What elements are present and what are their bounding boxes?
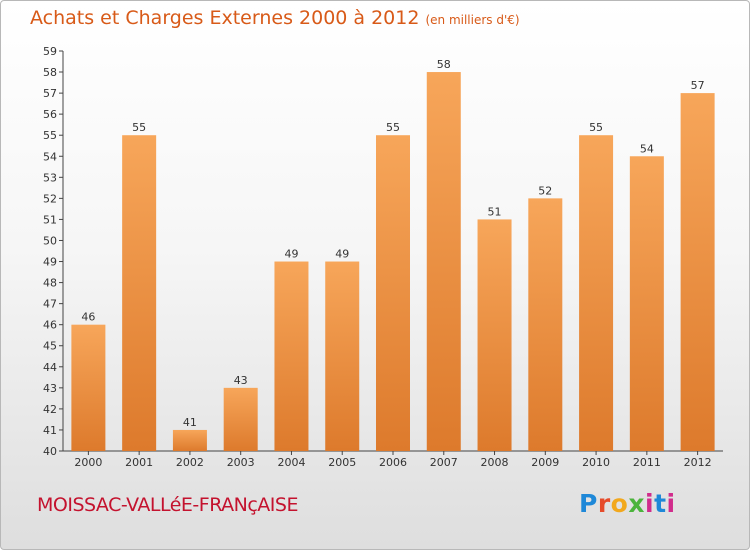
x-tick-label: 2006 <box>379 456 407 469</box>
y-tick-label: 50 <box>43 234 57 247</box>
x-tick-label: 2009 <box>531 456 559 469</box>
x-tick-label: 2001 <box>125 456 153 469</box>
y-tick-label: 57 <box>43 87 57 100</box>
data-label: 58 <box>437 58 451 71</box>
y-tick-label: 59 <box>43 45 57 58</box>
x-tick-label: 2003 <box>227 456 255 469</box>
bar <box>122 135 157 452</box>
data-label: 51 <box>488 205 502 218</box>
x-tick-label: 2010 <box>582 456 610 469</box>
bar <box>71 324 106 451</box>
x-tick-label: 2008 <box>481 456 509 469</box>
city-name: MOISSAC-VALLéE-FRANçAISE <box>37 494 298 516</box>
bar <box>528 198 563 451</box>
data-label: 46 <box>81 311 95 324</box>
y-tick-label: 58 <box>43 66 57 79</box>
data-label: 41 <box>183 416 197 429</box>
data-label: 55 <box>589 121 603 134</box>
chart-title-text: Achats et Charges Externes 2000 à 2012 <box>30 7 420 29</box>
y-tick-label: 44 <box>43 361 57 374</box>
y-tick-label: 47 <box>43 298 57 311</box>
y-tick-label: 51 <box>43 213 57 226</box>
x-tick-label: 2005 <box>328 456 356 469</box>
x-tick-label: 2011 <box>633 456 661 469</box>
data-label: 55 <box>132 121 146 134</box>
y-tick-label: 43 <box>43 382 57 395</box>
data-label: 57 <box>691 79 705 92</box>
data-label: 55 <box>386 121 400 134</box>
chart-labels: 2000 46 2001 55 2002 41 2003 43 2004 49 2005 49 2006… <box>74 58 711 469</box>
bar <box>426 72 461 451</box>
y-tick-label: 46 <box>43 319 57 332</box>
y-tick-label: 41 <box>43 424 57 437</box>
y-tick-label: 45 <box>43 340 57 353</box>
data-label: 52 <box>538 184 552 197</box>
chart-title: Achats et Charges Externes 2000 à 2012 (e… <box>30 7 520 29</box>
chart-bars <box>71 72 715 452</box>
y-tick-label: 55 <box>43 129 57 142</box>
y-tick-label: 52 <box>43 192 57 205</box>
proxiti-logo: Proxiti <box>579 489 676 518</box>
x-tick-label: 2000 <box>74 456 102 469</box>
y-tick-label: 42 <box>43 403 57 416</box>
y-tick-label: 49 <box>43 256 57 269</box>
x-tick-label: 2007 <box>430 456 458 469</box>
bar <box>579 135 614 452</box>
y-tick-label: 48 <box>43 277 57 290</box>
y-tick-label: 53 <box>43 171 57 184</box>
chart-unit: (en milliers d'€) <box>425 13 520 27</box>
bar <box>477 219 512 451</box>
y-tick-label: 40 <box>43 445 57 458</box>
bar <box>325 261 360 451</box>
data-label: 49 <box>284 248 298 261</box>
y-tick-label: 56 <box>43 108 57 121</box>
y-tick-label: 54 <box>43 150 57 163</box>
bar <box>223 387 258 451</box>
data-label: 43 <box>234 374 248 387</box>
data-label: 54 <box>640 142 654 155</box>
x-tick-label: 2002 <box>176 456 204 469</box>
x-tick-label: 2012 <box>684 456 712 469</box>
bar <box>629 156 664 451</box>
data-label: 49 <box>335 248 349 261</box>
bar <box>274 261 309 451</box>
bar <box>680 93 715 452</box>
bar <box>376 135 410 452</box>
x-tick-label: 2004 <box>277 456 305 469</box>
bar <box>172 429 207 451</box>
